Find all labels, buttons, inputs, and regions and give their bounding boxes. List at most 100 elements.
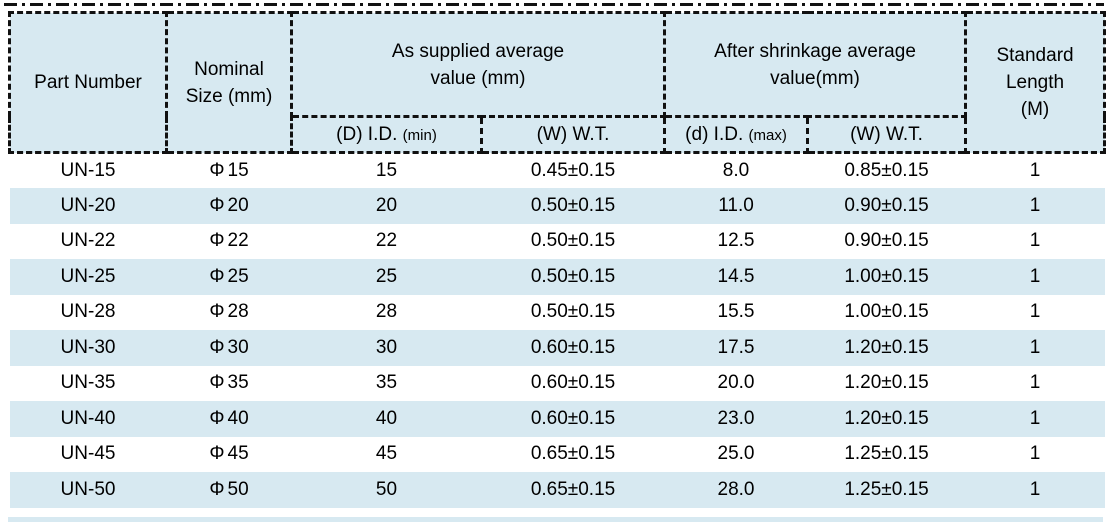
cell-shrink-id: 12.5 bbox=[717, 230, 755, 252]
cell-supplied-id: 40 bbox=[291, 401, 482, 437]
cell-nominal-size: Φ 28 bbox=[209, 301, 249, 323]
cell-supplied-wt: 0.50±0.15 bbox=[530, 230, 616, 252]
phi-symbol: Φ bbox=[209, 301, 225, 323]
table-row: UN-50 Φ 50 50 0.65±0.15 28.0 1.25±0.15 1 bbox=[9, 472, 1105, 508]
table-row: UN-20 Φ 20 20 0.50±0.15 11.0 0.90±0.15 1 bbox=[9, 188, 1105, 224]
cell-standard-length: 1 bbox=[1029, 230, 1041, 252]
cell-shrink-id: 17.5 bbox=[664, 330, 808, 366]
cell-part-number: UN-35 bbox=[60, 372, 116, 394]
cell-part-number: UN-40 bbox=[9, 401, 167, 437]
table-row: UN-22 Φ 22 22 0.50±0.15 12.5 0.90±0.15 1 bbox=[10, 224, 1105, 260]
spec-table: Part Number Nominal Size (mm) As supplie… bbox=[8, 11, 1107, 508]
header-supplied-id: (D) I.D. (min) bbox=[290, 115, 483, 154]
header-row-main: Part Number Nominal Size (mm) As supplie… bbox=[8, 11, 1107, 154]
cell-shrink-id: 20.0 bbox=[717, 372, 755, 394]
cell-standard-length: 1 bbox=[965, 330, 1105, 366]
header-row-sub: (D) I.D. (min) (W) W.T. (d) I.D. (max) (… bbox=[10, 115, 1105, 154]
table-row: UN-25 Φ 25 25 0.50±0.15 14.5 1.00±0.15 1 bbox=[9, 259, 1105, 295]
cell-supplied-id: 35 bbox=[375, 372, 398, 394]
cell-standard-length: 1 bbox=[1029, 443, 1041, 465]
cell-standard-length: 1 bbox=[965, 259, 1105, 295]
cell-standard-length: 1 bbox=[965, 472, 1105, 508]
cell-shrink-id: 23.0 bbox=[664, 401, 808, 437]
header-standard-length: Standard Length (M) bbox=[964, 11, 1107, 154]
cell-standard-length: 1 bbox=[965, 401, 1105, 437]
header-shrink-wt: (W) W.T. bbox=[806, 115, 968, 154]
cell-shrink-wt: 1.25±0.15 bbox=[844, 443, 929, 465]
cell-supplied-wt: 0.60±0.15 bbox=[481, 401, 665, 437]
partial-next-row-strip bbox=[8, 517, 1103, 522]
phi-symbol: Φ bbox=[209, 265, 225, 287]
cell-part-number: UN-22 bbox=[60, 230, 116, 252]
phi-symbol: Φ bbox=[209, 443, 225, 465]
cell-part-number: UN-15 bbox=[60, 160, 116, 181]
cell-shrink-wt: 1.20±0.15 bbox=[844, 372, 929, 394]
cell-supplied-wt: 0.50±0.15 bbox=[481, 188, 665, 224]
table-body: UN-15 Φ 15 15 0.45±0.15 8.0 0.85±0.15 1 U… bbox=[9, 153, 1105, 508]
table-row: UN-40 Φ 40 40 0.60±0.15 23.0 1.20±0.15 1 bbox=[9, 401, 1105, 437]
phi-symbol: Φ bbox=[209, 336, 225, 358]
cell-standard-length: 1 bbox=[1029, 301, 1041, 323]
cell-part-number: UN-25 bbox=[9, 259, 167, 295]
table-row: UN-45 Φ 45 45 0.65±0.15 25.0 1.25±0.15 1 bbox=[10, 437, 1105, 473]
phi-symbol: Φ bbox=[209, 478, 225, 500]
header-after-shrinkage-group: After shrinkage average value(mm) bbox=[663, 11, 968, 118]
cell-nominal-size: Φ 22 bbox=[209, 230, 249, 252]
cell-nominal-size: Φ 40 bbox=[166, 401, 292, 437]
cell-nominal-size: Φ 20 bbox=[166, 188, 292, 224]
cell-nominal-size: Φ 25 bbox=[166, 259, 292, 295]
cell-part-number: UN-50 bbox=[9, 472, 167, 508]
cell-shrink-wt: 0.90±0.15 bbox=[844, 230, 929, 252]
phi-symbol: Φ bbox=[209, 230, 225, 252]
cell-shrink-wt: 1.20±0.15 bbox=[807, 401, 966, 437]
cell-supplied-id: 30 bbox=[291, 330, 482, 366]
cell-part-number: UN-45 bbox=[60, 443, 116, 465]
header-nominal-size: Nominal Size (mm) bbox=[165, 11, 293, 154]
cell-shrink-wt: 0.90±0.15 bbox=[807, 188, 966, 224]
cell-shrink-wt: 1.00±0.15 bbox=[844, 301, 929, 323]
table-row: UN-15 Φ 15 15 0.45±0.15 8.0 0.85±0.15 1 bbox=[10, 153, 1105, 189]
cell-nominal-size: Φ 45 bbox=[209, 443, 249, 465]
cell-shrink-id: 15.5 bbox=[717, 301, 755, 323]
cell-supplied-wt: 0.45±0.15 bbox=[530, 160, 616, 181]
cell-supplied-wt: 0.60±0.15 bbox=[481, 330, 665, 366]
table-row: UN-35 Φ 35 35 0.60±0.15 20.0 1.20±0.15 1 bbox=[10, 366, 1105, 402]
phi-symbol: Φ bbox=[209, 160, 225, 181]
cell-supplied-id: 50 bbox=[291, 472, 482, 508]
cell-nominal-size: Φ 50 bbox=[166, 472, 292, 508]
header-as-supplied-group: As supplied average value (mm) bbox=[289, 11, 667, 118]
cell-supplied-id: 20 bbox=[291, 188, 482, 224]
cell-shrink-id: 28.0 bbox=[664, 472, 808, 508]
cell-supplied-wt: 0.60±0.15 bbox=[530, 372, 616, 394]
cell-shrink-id: 8.0 bbox=[722, 160, 750, 181]
cell-standard-length: 1 bbox=[965, 188, 1105, 224]
phi-symbol: Φ bbox=[209, 194, 225, 216]
cell-shrink-wt: 1.25±0.15 bbox=[807, 472, 966, 508]
cell-shrink-wt: 0.85±0.15 bbox=[844, 160, 929, 181]
header-part-number-label: Part Number bbox=[34, 72, 142, 93]
table-row: UN-30 Φ 30 30 0.60±0.15 17.5 1.20±0.15 1 bbox=[9, 330, 1105, 366]
cell-part-number: UN-30 bbox=[9, 330, 167, 366]
cell-nominal-size: Φ 15 bbox=[209, 160, 249, 181]
header-part-number: Part Number bbox=[8, 11, 168, 154]
phi-symbol: Φ bbox=[209, 407, 225, 429]
table-row: UN-28 Φ 28 28 0.50±0.15 15.5 1.00±0.15 1 bbox=[10, 295, 1105, 331]
table-header: Part Number Nominal Size (mm) As supplie… bbox=[8, 11, 1107, 154]
cell-supplied-id: 45 bbox=[375, 443, 398, 465]
cell-supplied-id: 28 bbox=[375, 301, 398, 323]
top-divider-line bbox=[4, 3, 1104, 6]
cell-nominal-size: Φ 35 bbox=[209, 372, 249, 394]
header-shrink-id: (d) I.D. (max) bbox=[663, 115, 810, 154]
cell-shrink-wt: 1.00±0.15 bbox=[807, 259, 966, 295]
cell-nominal-size: Φ 30 bbox=[166, 330, 292, 366]
cell-supplied-wt: 0.50±0.15 bbox=[530, 301, 616, 323]
cell-shrink-id: 25.0 bbox=[717, 443, 755, 465]
cell-shrink-wt: 1.20±0.15 bbox=[807, 330, 966, 366]
header-supplied-wt: (W) W.T. bbox=[479, 115, 667, 154]
cell-standard-length: 1 bbox=[1029, 372, 1041, 394]
cell-supplied-id: 22 bbox=[375, 230, 398, 252]
cell-part-number: UN-20 bbox=[9, 188, 167, 224]
cell-standard-length: 1 bbox=[1029, 160, 1041, 181]
cell-shrink-id: 14.5 bbox=[664, 259, 808, 295]
